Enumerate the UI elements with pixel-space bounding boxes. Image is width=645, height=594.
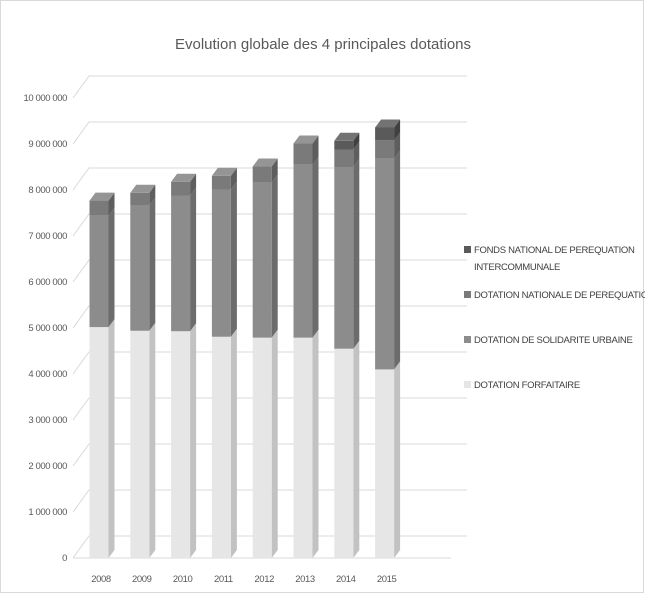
x-tick-label: 2012 — [254, 574, 274, 585]
bar-top — [211, 167, 237, 176]
bar-side — [312, 329, 319, 558]
bar-segment — [252, 182, 272, 338]
bar-side — [353, 141, 360, 167]
bar-segment — [334, 348, 354, 558]
x-tick-label: 2008 — [91, 574, 111, 585]
bar-segment — [252, 166, 272, 183]
legend-swatch — [464, 336, 471, 343]
bar-top — [252, 158, 278, 167]
x-tick-label: 2009 — [132, 574, 152, 585]
bar-side — [230, 181, 237, 337]
y-tick-label: 7 000 000 — [28, 231, 67, 242]
bar-side — [149, 197, 156, 331]
legend: FONDS NATIONAL DE PEREQUATION INTERCOMMUN… — [464, 245, 645, 391]
y-tick-label: 6 000 000 — [28, 277, 67, 288]
bar-side — [108, 319, 115, 558]
bar-segment — [171, 181, 191, 196]
bar-segment — [89, 215, 109, 328]
bar-segment — [252, 337, 272, 558]
bar-side — [394, 119, 401, 141]
y-tick-label: 5 000 000 — [28, 323, 67, 334]
bar-segment — [334, 140, 354, 150]
legend-label: DOTATION NATIONALE DE PEREQUATION — [474, 290, 645, 301]
bar-side — [149, 184, 156, 206]
bar-segment — [211, 175, 231, 190]
y-tick-label: 4 000 000 — [28, 369, 67, 380]
bar-side — [271, 174, 278, 338]
bar-side — [312, 156, 319, 338]
y-tick-label: 10 000 000 — [23, 93, 67, 104]
gridline — [72, 121, 467, 145]
legend-swatch — [464, 381, 471, 388]
bar-segment — [211, 336, 231, 558]
legend-label: FONDS NATIONAL DE PEREQUATION — [474, 245, 635, 256]
bar-segment — [375, 127, 395, 141]
bar-side — [353, 132, 360, 150]
bar-segment — [375, 369, 395, 558]
x-tick-label: 2013 — [295, 574, 315, 585]
bars — [89, 119, 401, 558]
bar-side — [149, 322, 156, 558]
y-tick-label: 3 000 000 — [28, 415, 67, 426]
bar-side — [271, 329, 278, 558]
bar-segment — [375, 158, 395, 370]
bar-segment — [89, 200, 109, 216]
bar-side — [190, 187, 197, 332]
bar-segment — [171, 331, 191, 558]
bar-side — [394, 132, 401, 159]
gridline — [72, 75, 467, 99]
bar-side — [394, 150, 401, 370]
y-tick-label: 0 — [62, 553, 67, 564]
bar-side — [190, 323, 197, 558]
bar-side — [108, 207, 115, 328]
y-tick-label: 9 000 000 — [28, 139, 67, 150]
bar-segment — [293, 143, 313, 165]
y-tick-label: 2 000 000 — [28, 461, 67, 472]
bar-side — [230, 167, 237, 190]
legend-label: DOTATION DE SOLIDARITE URBAINE — [474, 335, 633, 346]
x-tick-label: 2014 — [336, 574, 356, 585]
y-tick-label: 1 000 000 — [28, 507, 67, 518]
bar-side — [394, 361, 401, 558]
bar-top — [334, 132, 360, 141]
bar-top — [89, 192, 115, 201]
bar-segment — [375, 140, 395, 159]
bar-segment — [334, 167, 354, 349]
bar-top — [375, 119, 401, 128]
legend-label: INTERCOMMUNALE — [474, 262, 560, 273]
bar-top — [130, 184, 156, 193]
bar-segment — [293, 337, 313, 558]
bar-side — [353, 340, 360, 558]
y-tick-label: 8 000 000 — [28, 185, 67, 196]
bar-side — [271, 158, 278, 183]
bar-side — [190, 173, 197, 196]
bar-segment — [130, 192, 150, 206]
x-tick-label: 2010 — [173, 574, 193, 585]
chart-title: Evolution globale des 4 principales dota… — [175, 36, 471, 53]
bar-top — [171, 173, 197, 182]
y-axis-ticks: 0 1 000 000 2 000 000 3 000 000 4 000 000 5 0… — [23, 93, 67, 564]
bar-side — [230, 328, 237, 558]
bar-side — [312, 135, 319, 165]
legend-swatch — [464, 246, 471, 253]
bar-segment — [293, 164, 313, 338]
bar-segment — [171, 195, 191, 332]
legend-label: DOTATION FORFAITAIRE — [474, 380, 580, 391]
x-tick-label: 2011 — [214, 574, 233, 585]
bar-segment — [211, 189, 231, 337]
bar-segment — [334, 149, 354, 167]
bar-segment — [130, 205, 150, 331]
x-axis-ticks: 2008 2009 2010 2011 2012 2013 2014 2015 — [91, 574, 397, 585]
bar-side — [353, 159, 360, 349]
legend-swatch — [464, 291, 471, 298]
bar-segment — [89, 327, 109, 558]
bar-segment — [130, 330, 150, 558]
x-tick-label: 2015 — [377, 574, 397, 585]
bar-side — [108, 192, 115, 216]
bar-top — [293, 135, 319, 144]
